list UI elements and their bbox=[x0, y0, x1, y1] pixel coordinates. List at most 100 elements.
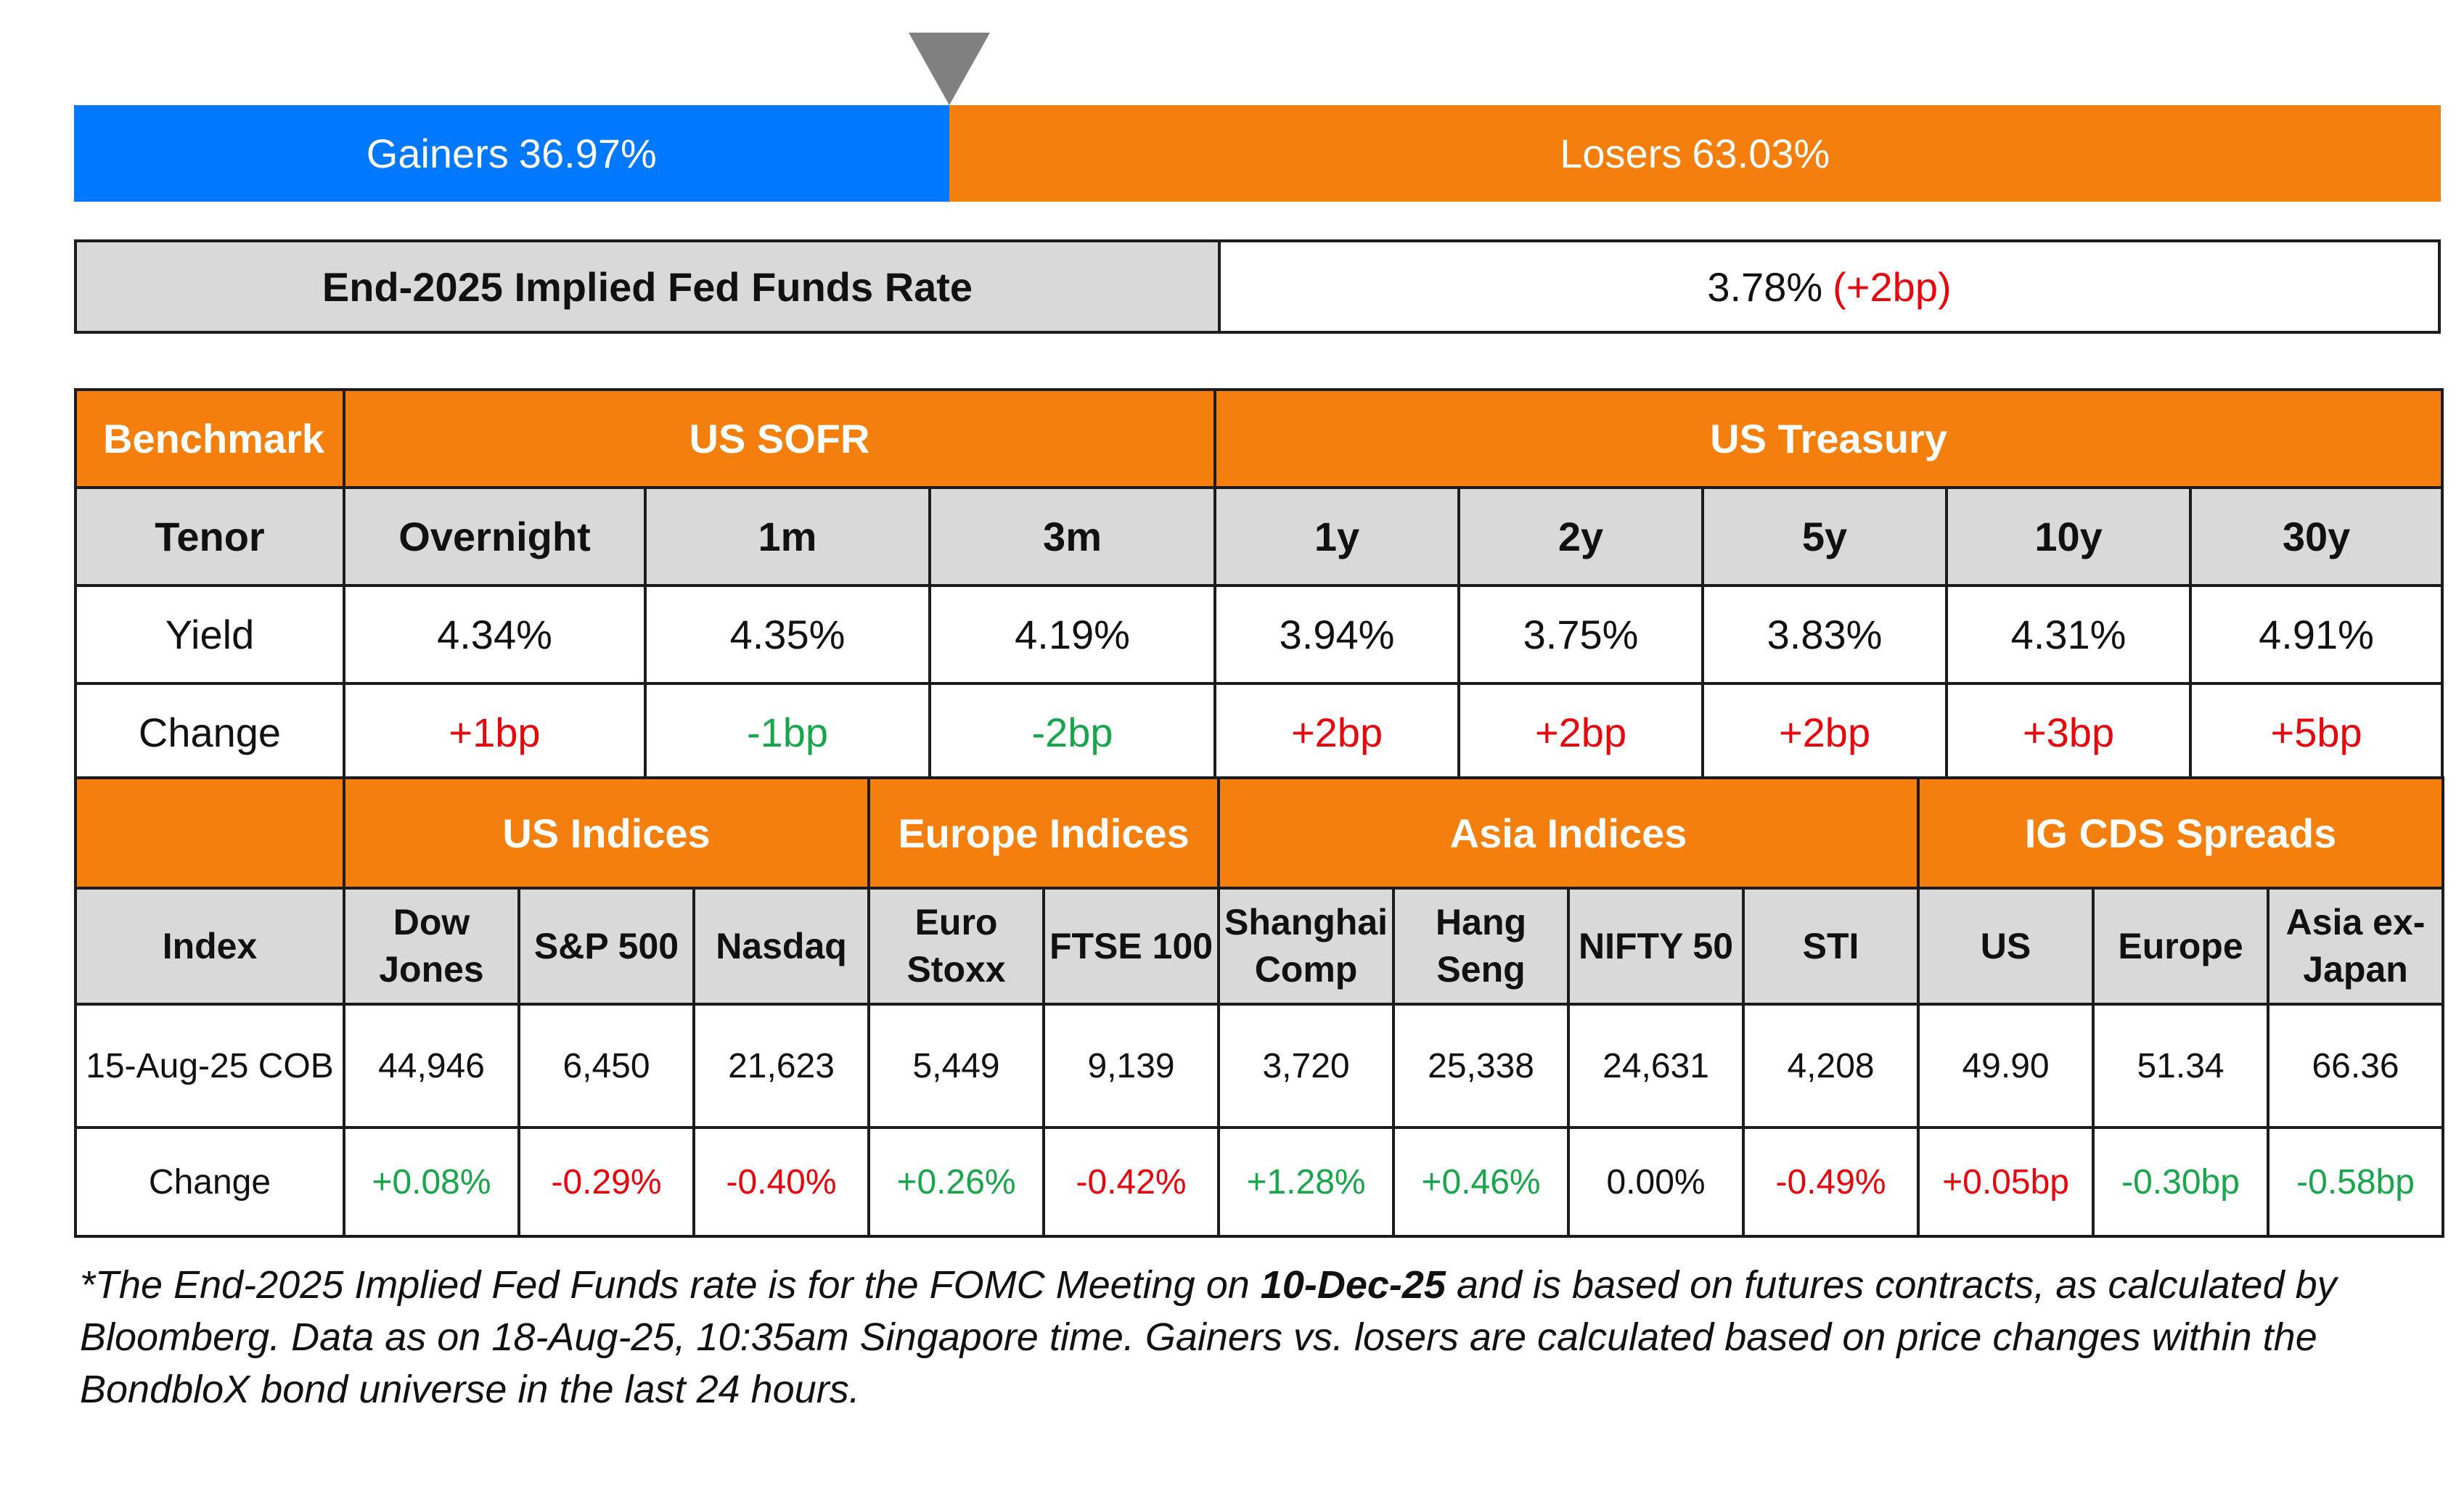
fed-funds-label: End-2025 Implied Fed Funds Rate bbox=[77, 242, 1221, 331]
index-name-line: Euro bbox=[914, 902, 998, 942]
index-name-header: US bbox=[1917, 887, 2095, 1006]
losers-label: Losers bbox=[1560, 131, 1682, 176]
yield-cell: 3.94% bbox=[1213, 584, 1461, 685]
losers-segment: Losers 63.03% bbox=[949, 105, 2441, 202]
index-change-cell: +0.26% bbox=[867, 1126, 1046, 1238]
index-value-cell: 44,946 bbox=[343, 1003, 520, 1129]
fed-funds-value: 3.78% bbox=[1707, 263, 1823, 310]
yield-change-cell: +1bp bbox=[343, 682, 647, 783]
yield-change-cell: +5bp bbox=[2189, 682, 2444, 783]
index-name-header: Euro Stoxx bbox=[867, 887, 1046, 1006]
rates-table: Benchmark US SOFR US Treasury Tenor Over… bbox=[74, 388, 2444, 783]
tenor-header: 10y bbox=[1945, 486, 2193, 587]
us-treasury-header: US Treasury bbox=[1213, 388, 2444, 489]
yield-change-cell: +2bp bbox=[1213, 682, 1461, 783]
tenor-header: 1y bbox=[1213, 486, 1461, 587]
index-name-header: Nasdaq bbox=[692, 887, 871, 1006]
index-change-cell: 0.00% bbox=[1567, 1126, 1745, 1238]
index-change-cell: -0.40% bbox=[692, 1126, 871, 1238]
index-name-header: NIFTY 50 bbox=[1567, 887, 1745, 1006]
indices-corner bbox=[74, 776, 345, 890]
index-value-cell: 9,139 bbox=[1042, 1003, 1221, 1129]
yield-cell: 4.34% bbox=[343, 584, 647, 685]
tenor-label: Tenor bbox=[74, 486, 345, 587]
yield-label: Yield bbox=[74, 584, 345, 685]
change-label: Change bbox=[74, 682, 345, 783]
index-name-header: FTSE 100 bbox=[1042, 887, 1221, 1006]
index-name-line: Europe bbox=[2118, 925, 2243, 966]
us-sofr-header: US SOFR bbox=[342, 388, 1217, 489]
index-name-line: Seng bbox=[1436, 949, 1526, 990]
footnote: *The End-2025 Implied Fed Funds rate is … bbox=[80, 1259, 2388, 1416]
triangle-down-icon bbox=[908, 33, 990, 105]
yield-cell: 3.75% bbox=[1457, 584, 1705, 685]
tenor-header: Overnight bbox=[343, 486, 647, 587]
gainers-value: 36.97% bbox=[518, 131, 657, 176]
gainers-label: Gainers bbox=[366, 131, 509, 176]
index-name-line: Hang bbox=[1436, 902, 1527, 942]
index-name-header: Europe bbox=[2092, 887, 2270, 1006]
tenor-header: 5y bbox=[1701, 486, 1949, 587]
yield-cell: 4.35% bbox=[644, 584, 931, 685]
benchmark-header: Benchmark bbox=[74, 388, 345, 489]
index-change-cell: +0.05bp bbox=[1917, 1126, 2095, 1238]
index-value-cell: 51.34 bbox=[2092, 1003, 2270, 1129]
index-name-line: Shanghai bbox=[1224, 902, 1388, 942]
index-name-line: Asia ex- bbox=[2285, 902, 2426, 942]
index-name-line: S&P 500 bbox=[533, 925, 679, 966]
ig-cds-header: IG CDS Spreads bbox=[1917, 776, 2445, 890]
index-name-line: STI bbox=[1802, 925, 1859, 966]
index-name-line: Dow bbox=[393, 902, 470, 942]
index-change-cell: -0.58bp bbox=[2267, 1126, 2445, 1238]
gainers-segment: Gainers 36.97% bbox=[74, 105, 949, 202]
index-name-header: Shanghai Comp bbox=[1217, 887, 1396, 1006]
index-value-cell: 21,623 bbox=[692, 1003, 871, 1129]
footnote-part2: and is based on futures contracts, as ca… bbox=[80, 1263, 2337, 1411]
index-name-header: Hang Seng bbox=[1392, 887, 1571, 1006]
index-value-cell: 66.36 bbox=[2267, 1003, 2445, 1129]
index-name-header: S&P 500 bbox=[517, 887, 695, 1006]
asia-indices-header: Asia Indices bbox=[1217, 776, 1920, 890]
yield-cell: 4.19% bbox=[928, 584, 1217, 685]
tenor-header: 1m bbox=[644, 486, 931, 587]
indices-table: US Indices Europe Indices Asia Indices I… bbox=[74, 776, 2445, 1238]
index-value-cell: 24,631 bbox=[1567, 1003, 1745, 1129]
yield-change-cell: -2bp bbox=[928, 682, 1217, 783]
footnote-date: 10-Dec-25 bbox=[1260, 1263, 1446, 1307]
index-change-cell: -0.30bp bbox=[2092, 1126, 2270, 1238]
index-change-cell: +1.28% bbox=[1217, 1126, 1396, 1238]
tenor-header: 3m bbox=[928, 486, 1217, 587]
index-value-cell: 5,449 bbox=[867, 1003, 1046, 1129]
index-value-cell: 49.90 bbox=[1917, 1003, 2095, 1129]
footnote-part1: *The End-2025 Implied Fed Funds rate is … bbox=[80, 1263, 1261, 1307]
index-name-line: Comp bbox=[1254, 949, 1358, 990]
yield-cell: 4.91% bbox=[2189, 584, 2444, 685]
index-value-cell: 25,338 bbox=[1392, 1003, 1571, 1129]
yield-change-cell: +2bp bbox=[1457, 682, 1705, 783]
tenor-header: 2y bbox=[1457, 486, 1705, 587]
yield-change-cell: +2bp bbox=[1701, 682, 1949, 783]
fed-funds-row: End-2025 Implied Fed Funds Rate 3.78% (+… bbox=[74, 239, 2441, 334]
index-name-line: Jones bbox=[379, 949, 484, 990]
index-name-line: FTSE 100 bbox=[1049, 925, 1213, 966]
losers-value: 63.03% bbox=[1692, 131, 1830, 176]
fed-funds-cell: 3.78% (+2bp) bbox=[1221, 242, 2438, 331]
yield-change-cell: +3bp bbox=[1945, 682, 2193, 783]
index-value-cell: 4,208 bbox=[1742, 1003, 1920, 1129]
us-indices-header: US Indices bbox=[342, 776, 871, 890]
index-name-header: Dow Jones bbox=[343, 887, 520, 1006]
index-name-header: STI bbox=[1742, 887, 1920, 1006]
index-change-cell: -0.29% bbox=[517, 1126, 695, 1238]
index-change-cell: -0.49% bbox=[1742, 1126, 1920, 1238]
index-change-cell: +0.46% bbox=[1392, 1126, 1571, 1238]
yield-cell: 3.83% bbox=[1701, 584, 1949, 685]
index-name-line: Japan bbox=[2303, 949, 2408, 990]
index-value-cell: 6,450 bbox=[517, 1003, 695, 1129]
date-label: 15-Aug-25 COB bbox=[74, 1003, 345, 1129]
index-name-line: US bbox=[1980, 925, 2031, 966]
yield-cell: 4.31% bbox=[1945, 584, 2193, 685]
gainers-losers-bar: Gainers 36.97% Losers 63.03% bbox=[74, 105, 2441, 202]
index-name-line: NIFTY 50 bbox=[1579, 925, 1734, 966]
europe-indices-header: Europe Indices bbox=[867, 776, 1221, 890]
index-name-header: Asia ex- Japan bbox=[2267, 887, 2445, 1006]
